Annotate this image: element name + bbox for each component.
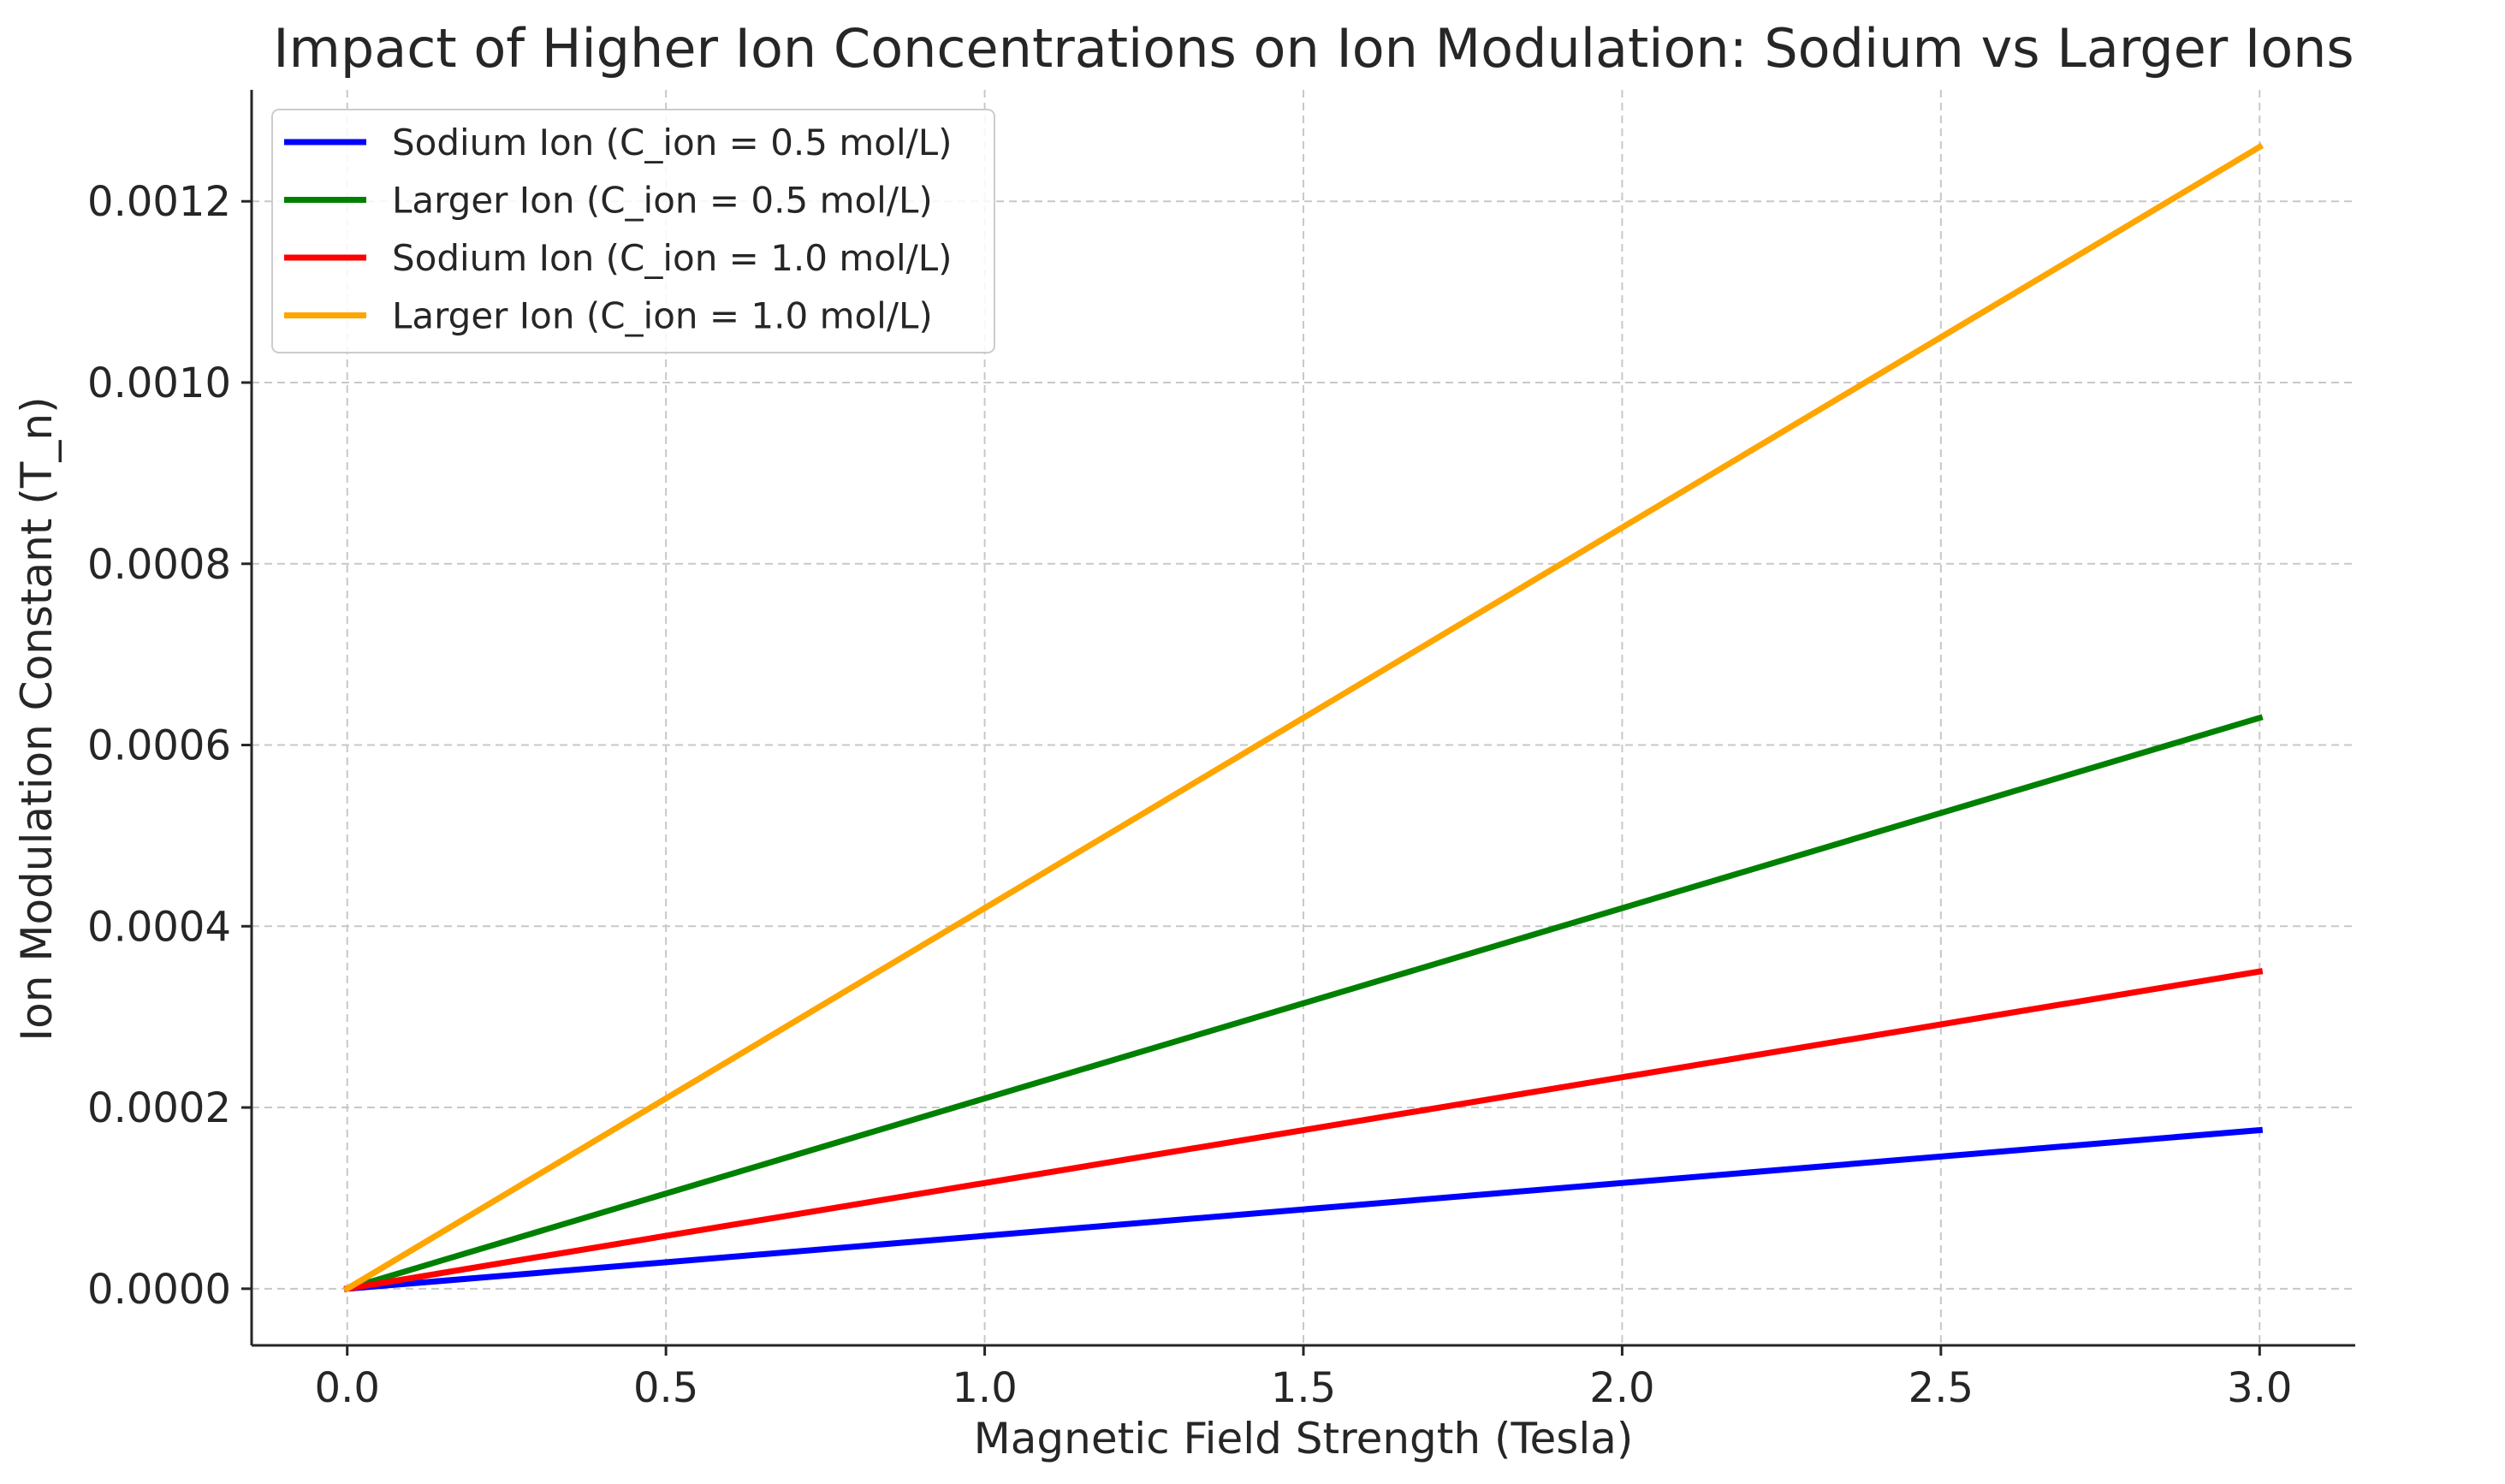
x-tick-label: 2.0 <box>1589 1364 1654 1412</box>
axes <box>241 90 2355 1356</box>
x-axis-label: Magnetic Field Strength (Tesla) <box>974 1414 1634 1463</box>
legend-label: Sodium Ion (C_ion = 0.5 mol/L) <box>392 122 953 163</box>
x-tick-label: 1.5 <box>1271 1364 1336 1412</box>
y-axis-label: Ion Modulation Constant (T_n) <box>12 396 62 1041</box>
chart-title: Impact of Higher Ion Concentrations on I… <box>273 17 2354 80</box>
series-line-2 <box>343 714 2264 1293</box>
series-lines <box>342 142 2265 1293</box>
x-tick-label: 2.5 <box>1908 1364 1974 1412</box>
tick-labels: 0.0 0.5 1.0 1.5 2.0 2.5 3.0 0.0000 0.0002 0.0004 0… <box>87 178 2292 1412</box>
y-tick-label: 0.0008 <box>87 541 231 589</box>
series-line-4 <box>342 142 2265 1293</box>
series-line-1 <box>343 1126 2264 1292</box>
y-tick-label: 0.0010 <box>87 359 231 407</box>
x-tick-label: 0.0 <box>315 1364 380 1412</box>
series-line-3 <box>343 968 2264 1292</box>
x-tick-label: 3.0 <box>2227 1364 2292 1412</box>
x-tick-label: 0.5 <box>633 1364 698 1412</box>
y-tick-label: 0.0006 <box>87 722 231 770</box>
legend: Sodium Ion (C_ion = 0.5 mol/L) Larger Ion… <box>271 109 995 353</box>
legend-label: Larger Ion (C_ion = 0.5 mol/L) <box>392 180 933 222</box>
y-tick-label: 0.0000 <box>87 1266 231 1314</box>
legend-label: Sodium Ion (C_ion = 1.0 mol/L) <box>392 237 953 279</box>
y-tick-label: 0.0004 <box>87 903 231 951</box>
legend-box <box>271 109 995 353</box>
y-tick-label: 0.0012 <box>87 178 231 226</box>
x-tick-label: 1.0 <box>952 1364 1017 1412</box>
y-tick-label: 0.0002 <box>87 1084 231 1132</box>
legend-label: Larger Ion (C_ion = 1.0 mol/L) <box>392 295 933 337</box>
